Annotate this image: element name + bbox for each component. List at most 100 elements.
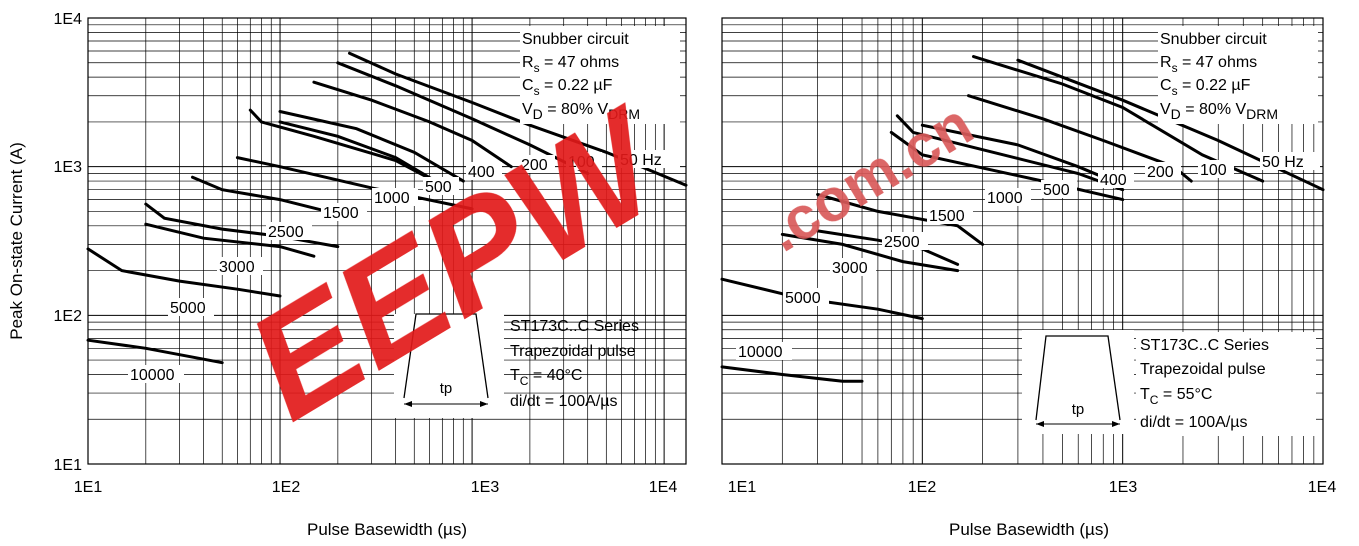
series-line-2500: [191, 175, 340, 216]
label-bg: [830, 258, 876, 276]
series-line: ST173C..C Series: [1140, 337, 1269, 354]
info-box-top-left: Snubber circuit Rs = 47 ohms Cs = 0.22 µ…: [520, 26, 680, 124]
label-bg: [882, 232, 928, 250]
series-line-1500: [235, 156, 474, 211]
label-bg: [321, 203, 367, 221]
series-line-10000: [720, 365, 864, 383]
label-bg: [618, 150, 680, 168]
pulse-line: Trapezoidal pulse: [510, 343, 636, 360]
ytick-1E3: 1E3: [54, 159, 83, 176]
xtick-1E4: 1E4: [1308, 479, 1337, 496]
curve-label-1000: 1000: [374, 190, 410, 207]
pulse-diagram-bg: [1022, 330, 1134, 434]
xtick-1E1: 1E1: [74, 479, 103, 496]
didt-line: di/dt = 100A/µs: [510, 393, 618, 410]
series-line-100: [336, 61, 590, 175]
series-line-10000b: [86, 338, 224, 365]
ytick-1E4: 1E4: [54, 11, 83, 28]
snubber-title: Snubber circuit: [1160, 31, 1267, 48]
series-line-5000: [720, 277, 924, 321]
curve-label-500: 500: [1043, 182, 1070, 199]
curve-label-5000: 5000: [785, 290, 821, 307]
info-box-bg: [520, 26, 680, 124]
vd-line: VD = 80% VDRM: [522, 101, 640, 122]
curve-label-3000: 3000: [832, 260, 868, 277]
curve-label-5000: 5000: [170, 300, 206, 317]
curve-label-400: 400: [1100, 172, 1127, 189]
info-box-bg: [1158, 26, 1318, 124]
pulse-line: Trapezoidal pulse: [1140, 361, 1266, 378]
series-line-500: [895, 114, 1125, 192]
chart-left: 1E4 1E3 1E2 1E1 1E1 1E2 1E3 1E4 Pulse Ba…: [7, 11, 688, 539]
tc-line: TC = 55°C: [1140, 386, 1212, 407]
curve-label-10000: 10000: [738, 344, 783, 361]
x-axis-label-right: Pulse Basewidth (µs): [949, 520, 1109, 539]
xtick-1E3: 1E3: [471, 479, 500, 496]
label-bg: [519, 155, 555, 173]
label-bg: [927, 206, 973, 224]
x-axis-label-left: Pulse Basewidth (µs): [307, 520, 467, 539]
label-bg: [266, 222, 312, 240]
plot-frame-left: [87, 17, 687, 465]
trapezoid-pulse: [1035, 335, 1121, 421]
curve-label-400: 400: [468, 164, 495, 181]
pulse-diagram-bg: [394, 314, 504, 418]
curve-label-200: 200: [521, 157, 548, 174]
xtick-1E3: 1E3: [1109, 479, 1138, 496]
label-bg: [566, 152, 602, 170]
curve-label-3000: 3000: [219, 259, 255, 276]
rs-line: Rs = 47 ohms: [522, 54, 619, 75]
curve-label-500: 500: [425, 179, 452, 196]
series-line-1000: [889, 130, 1125, 202]
label-bg: [1260, 152, 1320, 170]
curve-label-10000: 10000: [130, 367, 175, 384]
curve-label-50hz: 50 Hz: [620, 152, 662, 169]
label-bg: [217, 257, 263, 275]
label-bg: [1098, 170, 1134, 188]
y-axis-label: Peak On-state Current (A): [7, 142, 26, 339]
info-box-bottom-right: ST173C..C Series Trapezoidal pulse TC = …: [1022, 330, 1316, 436]
series-line-5000: [144, 222, 316, 258]
info-box-top-right: Snubber circuit Rs = 47 ohms Cs = 0.22 µ…: [1158, 26, 1318, 124]
ytick-1E2: 1E2: [54, 308, 83, 325]
label-bg: [168, 298, 214, 316]
curve-label-50hz: 50 Hz: [1262, 154, 1304, 171]
label-bg: [128, 365, 184, 383]
tc-line: TC = 40°C: [510, 367, 582, 388]
xtick-1E2: 1E2: [908, 479, 937, 496]
ytick-1E1: 1E1: [54, 457, 83, 474]
series-line-2500: [780, 232, 960, 273]
curve-label-1500: 1500: [929, 208, 965, 225]
series-line: ST173C..C Series: [510, 318, 639, 335]
label-bg: [985, 188, 1031, 206]
label-bg: [372, 188, 418, 206]
xtick-1E1: 1E1: [728, 479, 757, 496]
curve-label-1000: 1000: [987, 190, 1023, 207]
curve-label-100: 100: [568, 154, 595, 171]
vd-line: VD = 80% VDRM: [1160, 101, 1278, 122]
info-box-bg: [1136, 332, 1316, 436]
curve-label-100: 100: [1200, 162, 1227, 179]
xtick-1E2: 1E2: [272, 479, 301, 496]
curve-label-1500: 1500: [323, 205, 359, 222]
series-line-10000: [86, 247, 282, 298]
chart-right: 1E1 1E2 1E3 1E4 Pulse Basewidth (µs) Snu…: [720, 17, 1337, 539]
label-bg: [736, 342, 792, 360]
plot-frame-right: [721, 17, 1324, 465]
label-bg: [466, 162, 502, 180]
curve-labels-left: 50 Hz 100 200 400 500 1000 1500 2500 300…: [128, 150, 680, 384]
snubber-title: Snubber circuit: [522, 31, 629, 48]
info-box-bottom-left: ST173C..C Series Trapezoidal pulse TC = …: [394, 313, 639, 418]
curve-label-2500: 2500: [884, 234, 920, 251]
label-bg: [1041, 180, 1077, 198]
tp-label: tp: [440, 380, 453, 397]
xtick-1E4: 1E4: [649, 479, 678, 496]
series-line-1000: [248, 108, 444, 187]
series-line-1500: [816, 193, 985, 246]
rs-line: Rs = 47 ohms: [1160, 54, 1257, 75]
series-line-200: [312, 80, 513, 169]
series-line-400: [278, 110, 465, 183]
trapezoid-pulse: [403, 313, 489, 399]
cs-line: Cs = 0.22 µF: [1160, 77, 1251, 98]
